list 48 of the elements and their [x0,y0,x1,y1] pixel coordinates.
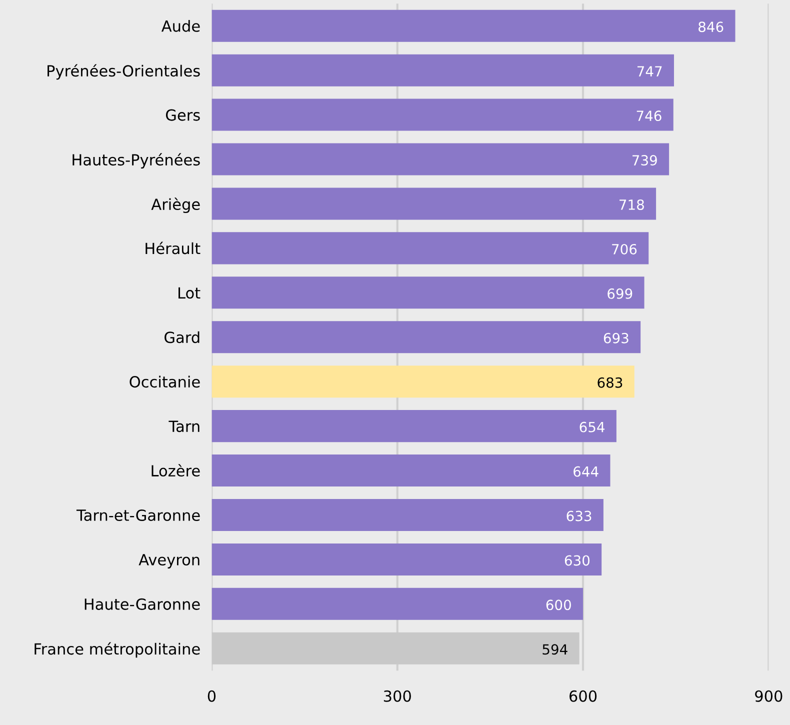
data-label: 654 [580,422,605,432]
bar [212,410,616,442]
data-label: 699 [608,288,632,299]
y-tick-label: Haute-Garonne [84,598,200,610]
data-label: 633 [566,510,592,522]
bar [212,366,634,398]
bar [212,143,670,176]
y-tick-label: Occitanie [130,376,200,388]
bar [212,188,656,220]
y-tick-label: Lot [178,287,200,299]
bar [212,232,649,264]
y-tick-label: Tarn [168,420,200,432]
data-label: 644 [574,466,598,477]
x-tick-label: 300 [384,690,411,702]
bar [212,543,602,576]
bar [212,98,674,131]
bar [212,276,644,309]
data-label: 683 [598,377,622,388]
bar [212,321,641,354]
data-label: 747 [637,66,662,76]
y-tick-label: Tarn-et-Garonne [76,509,200,522]
x-tick-label: 600 [570,690,597,702]
bar [212,498,604,531]
y-tick-label: Pyrénées-Orientales [48,64,200,80]
y-tick-label: Aveyron [138,554,200,568]
y-tick-label: Hautes-Pyrénées [72,153,200,169]
bar [212,588,584,620]
data-label: 693 [604,332,628,344]
bar [212,10,736,42]
data-label: 739 [632,155,657,166]
y-tick-label: Lozère [152,464,200,477]
data-label: 746 [636,110,662,122]
bar [212,54,674,86]
y-tick-label: Gers [166,109,200,121]
y-tick-label: Hérault [146,242,200,254]
data-label: 630 [564,555,590,566]
data-label: 706 [612,244,637,254]
x-tick-label: 900 [755,690,782,702]
y-tick-label: Gard [164,331,200,344]
data-label: 718 [620,199,644,210]
y-tick-label: France métropolitaine [34,642,200,658]
data-label: 600 [546,600,571,610]
x-tick-label: 0 [208,690,216,702]
y-tick-label: Ariège [151,198,200,214]
y-tick-label: Aude [161,20,200,32]
data-label: 846 [698,22,724,32]
bar [212,454,610,487]
data-label: 594 [542,644,568,655]
